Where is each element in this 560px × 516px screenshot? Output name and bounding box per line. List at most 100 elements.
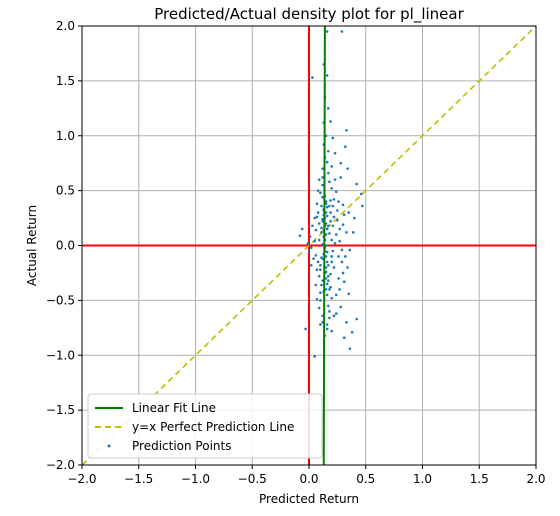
- prediction-point: [325, 205, 329, 209]
- prediction-point: [325, 293, 329, 297]
- prediction-point: [330, 329, 334, 333]
- prediction-point: [324, 233, 328, 236]
- prediction-point: [321, 183, 324, 187]
- prediction-point: [334, 293, 338, 297]
- prediction-point: [321, 217, 324, 221]
- prediction-point: [317, 274, 321, 278]
- prediction-point: [359, 192, 363, 196]
- prediction-point: [325, 30, 329, 33]
- prediction-point: [324, 277, 328, 280]
- prediction-point: [316, 189, 320, 192]
- prediction-point: [341, 271, 345, 275]
- prediction-point: [344, 255, 347, 258]
- prediction-point: [313, 355, 316, 358]
- prediction-point: [314, 254, 318, 257]
- prediction-point: [320, 283, 323, 287]
- prediction-point: [320, 204, 323, 208]
- prediction-point: [328, 180, 331, 184]
- linear-fit-line: [322, 25, 326, 466]
- prediction-point: [330, 238, 334, 242]
- legend-box: [87, 393, 323, 459]
- prediction-point: [347, 211, 351, 214]
- prediction-point: [333, 242, 337, 245]
- x-tick-label: −1.5: [124, 472, 153, 486]
- y-tick-label: −2.0: [46, 458, 75, 472]
- prediction-point: [331, 249, 335, 253]
- prediction-point: [341, 203, 345, 207]
- y-tick-label: 1.0: [56, 129, 75, 143]
- prediction-point: [328, 288, 331, 291]
- prediction-point: [331, 136, 335, 140]
- prediction-point: [325, 74, 329, 77]
- prediction-point: [309, 263, 313, 267]
- prediction-point: [330, 255, 334, 258]
- prediction-point: [332, 314, 336, 318]
- prediction-point: [321, 243, 324, 246]
- legend-points-label: Prediction Points: [132, 439, 231, 453]
- prediction-point: [326, 149, 330, 153]
- prediction-point: [348, 248, 352, 252]
- prediction-point: [319, 263, 322, 267]
- prediction-point: [353, 216, 356, 220]
- prediction-point: [331, 204, 335, 208]
- prediction-point: [337, 277, 340, 280]
- series-layer: [81, 25, 537, 466]
- y-tick-label: 0.0: [56, 239, 75, 253]
- prediction-point: [307, 249, 311, 253]
- prediction-point: [315, 268, 319, 271]
- prediction-point: [333, 178, 337, 181]
- prediction-point: [319, 191, 322, 195]
- prediction-point: [324, 270, 328, 274]
- prediction-point: [328, 310, 331, 313]
- prediction-point: [325, 227, 329, 231]
- prediction-point: [320, 226, 323, 230]
- prediction-point: [334, 233, 338, 236]
- prediction-point: [328, 316, 331, 320]
- prediction-point: [342, 336, 346, 339]
- y-tick-label: 1.5: [56, 74, 75, 88]
- prediction-point: [331, 224, 335, 228]
- prediction-point: [326, 274, 330, 278]
- prediction-point: [328, 232, 331, 235]
- y-tick-labels: −2.0 −1.5 −1.0 −0.5 0.0 0.5 1.0 1.5 2.0: [46, 19, 82, 472]
- prediction-point: [316, 260, 320, 264]
- prediction-point: [325, 250, 329, 254]
- prediction-point: [325, 160, 329, 164]
- prediction-point: [321, 220, 324, 223]
- prediction-point: [337, 255, 340, 258]
- prediction-point: [346, 167, 349, 170]
- prediction-point: [338, 239, 341, 243]
- prediction-point: [348, 347, 352, 350]
- x-tick-label: 1.0: [413, 472, 432, 486]
- prediction-point: [344, 145, 347, 149]
- prediction-point: [326, 107, 330, 110]
- prediction-point: [338, 288, 341, 291]
- prediction-point: [329, 211, 332, 214]
- prediction-point: [345, 321, 348, 324]
- prediction-point: [345, 128, 348, 132]
- prediction-point: [342, 280, 346, 284]
- prediction-point: [298, 234, 302, 237]
- legend-points-swatch: [107, 444, 111, 448]
- prediction-point: [330, 296, 334, 300]
- prediction-point: [336, 218, 339, 222]
- prediction-point: [337, 200, 340, 203]
- prediction-point: [319, 323, 322, 326]
- prediction-point: [306, 242, 310, 245]
- prediction-point: [313, 239, 316, 243]
- prediction-point: [309, 246, 313, 249]
- prediction-point: [329, 272, 332, 276]
- y-tick-label: 0.5: [56, 184, 75, 198]
- prediction-point: [340, 248, 344, 252]
- prediction-point: [355, 317, 358, 321]
- prediction-point: [340, 260, 344, 264]
- prediction-point: [336, 209, 339, 212]
- y-tick-label: −0.5: [46, 293, 75, 307]
- prediction-point: [328, 204, 331, 208]
- x-tick-labels: −2.0 −1.5 −1.0 −0.5 0.0 0.5 1.0 1.5 2.0: [67, 465, 546, 486]
- x-tick-label: 1.5: [470, 472, 489, 486]
- prediction-point: [324, 288, 328, 291]
- chart-title: Predicted/Actual density plot for pl_lin…: [154, 5, 464, 24]
- prediction-point: [332, 266, 336, 269]
